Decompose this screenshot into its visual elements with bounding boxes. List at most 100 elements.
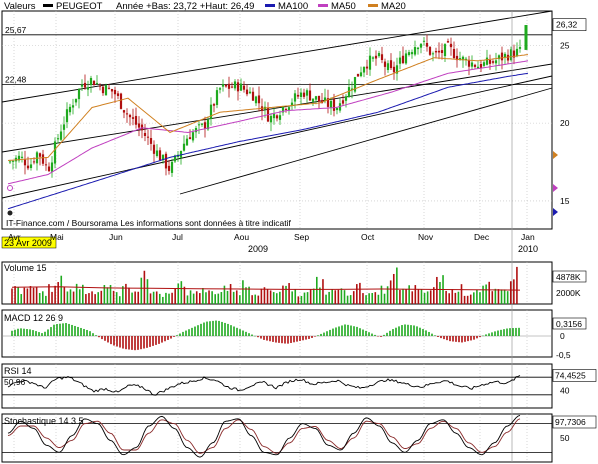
- volume-bar: [405, 289, 407, 304]
- macd-histogram-bar: [137, 336, 139, 350]
- instrument-swatch: [43, 4, 53, 7]
- volume-bar: [97, 292, 99, 304]
- volume-bar: [150, 293, 152, 304]
- volume-bar: [285, 286, 287, 304]
- legend-ma20: MA20: [381, 1, 406, 12]
- candle-body: [297, 95, 299, 97]
- volume-bar: [79, 289, 81, 304]
- macd-histogram-bar: [263, 336, 265, 340]
- candle-body: [294, 93, 296, 101]
- candle-body: [495, 60, 497, 63]
- volume-bar: [288, 283, 290, 304]
- candle-body: [408, 52, 410, 55]
- volume-bar: [134, 292, 136, 304]
- macd-histogram-bar: [128, 336, 130, 350]
- volume-bar: [485, 285, 487, 304]
- volume-bar: [439, 282, 441, 304]
- ma50-swatch: [318, 4, 328, 7]
- macd-histogram-bar: [23, 329, 25, 336]
- macd-histogram-bar: [161, 336, 163, 343]
- candle-body: [387, 63, 389, 70]
- candle-body: [60, 132, 62, 140]
- candle-body: [213, 104, 215, 106]
- ma20-swatch: [368, 4, 378, 7]
- volume-bar: [165, 293, 167, 304]
- candle-body: [303, 93, 305, 97]
- macd-histogram-bar: [104, 336, 106, 341]
- volume-bar: [181, 281, 183, 304]
- volume-bar: [67, 291, 69, 304]
- macd-histogram-bar: [446, 336, 448, 340]
- macd-histogram-bar: [119, 336, 121, 348]
- macd-histogram-bar: [245, 332, 247, 336]
- candle-body: [384, 62, 386, 67]
- macd-histogram-bar: [419, 328, 421, 336]
- candle-body: [474, 65, 476, 67]
- candle-body: [363, 67, 365, 73]
- macd-histogram-bar: [287, 336, 289, 344]
- volume-bar: [415, 285, 417, 304]
- macd-histogram-bar: [488, 333, 490, 336]
- macd-histogram-bar: [164, 336, 166, 341]
- volume-bar: [276, 293, 278, 304]
- candle-body: [441, 50, 443, 53]
- macd-histogram-bar: [296, 336, 298, 342]
- macd-histogram-bar: [257, 336, 259, 337]
- candle-body: [345, 96, 347, 100]
- candle-body: [483, 62, 485, 66]
- macd-histogram-bar: [125, 336, 127, 349]
- source-caption: IT-Finance.com / Boursorama Les informat…: [6, 218, 292, 228]
- volume-bar: [424, 293, 426, 304]
- last-value-label: 26,32: [556, 20, 578, 30]
- volume-bar: [427, 291, 429, 304]
- volume-bar: [408, 285, 410, 304]
- macd-histogram-bar: [152, 336, 154, 346]
- candle-body: [429, 47, 431, 55]
- candle-body: [84, 83, 86, 88]
- volume-bar: [347, 296, 349, 304]
- candle-body: [117, 93, 119, 96]
- macd-histogram-bar: [428, 332, 430, 336]
- candle-body: [318, 96, 320, 102]
- volume-bar: [107, 287, 109, 304]
- volume-bar: [88, 293, 90, 304]
- macd-histogram-bar: [323, 333, 325, 336]
- volume-bar: [171, 293, 173, 304]
- macd-histogram-bar: [35, 331, 37, 336]
- month-tick-label: Jul: [172, 232, 183, 242]
- macd-histogram-bar: [182, 332, 184, 336]
- macd-histogram-bar: [302, 336, 304, 340]
- volume-bar: [199, 293, 201, 304]
- volume-bar: [36, 287, 38, 304]
- volume-bar: [353, 291, 355, 304]
- candle-body: [102, 87, 104, 93]
- macd-histogram-bar: [305, 336, 307, 340]
- volume-bar: [390, 280, 392, 304]
- macd-histogram-bar: [314, 336, 316, 337]
- header-instrument: PEUGEOT: [56, 1, 103, 12]
- candle-body: [120, 94, 122, 109]
- macd-histogram-bar: [47, 329, 49, 336]
- month-tick-label: Sep: [294, 232, 309, 242]
- candle-body: [156, 150, 158, 155]
- macd-histogram-bar: [68, 324, 70, 336]
- macd-histogram-bar: [188, 329, 190, 336]
- macd-histogram-bar: [251, 335, 253, 336]
- volume-bar: [501, 289, 503, 304]
- candle-body: [285, 109, 287, 110]
- macd-histogram-bar: [134, 336, 136, 350]
- volume-bar: [236, 290, 238, 304]
- volume-bar: [270, 290, 272, 304]
- volume-bar: [230, 284, 232, 304]
- volume-bar: [436, 277, 438, 304]
- volume-bar: [491, 291, 493, 304]
- candle-body: [432, 53, 434, 54]
- volume-bar: [144, 271, 146, 304]
- volume-bar: [159, 294, 161, 304]
- candle-body: [87, 87, 89, 89]
- macd-histogram-bar: [143, 336, 145, 349]
- volume-bar: [464, 296, 466, 304]
- macd-histogram-bar: [197, 325, 199, 336]
- macd-histogram-bar: [374, 335, 376, 336]
